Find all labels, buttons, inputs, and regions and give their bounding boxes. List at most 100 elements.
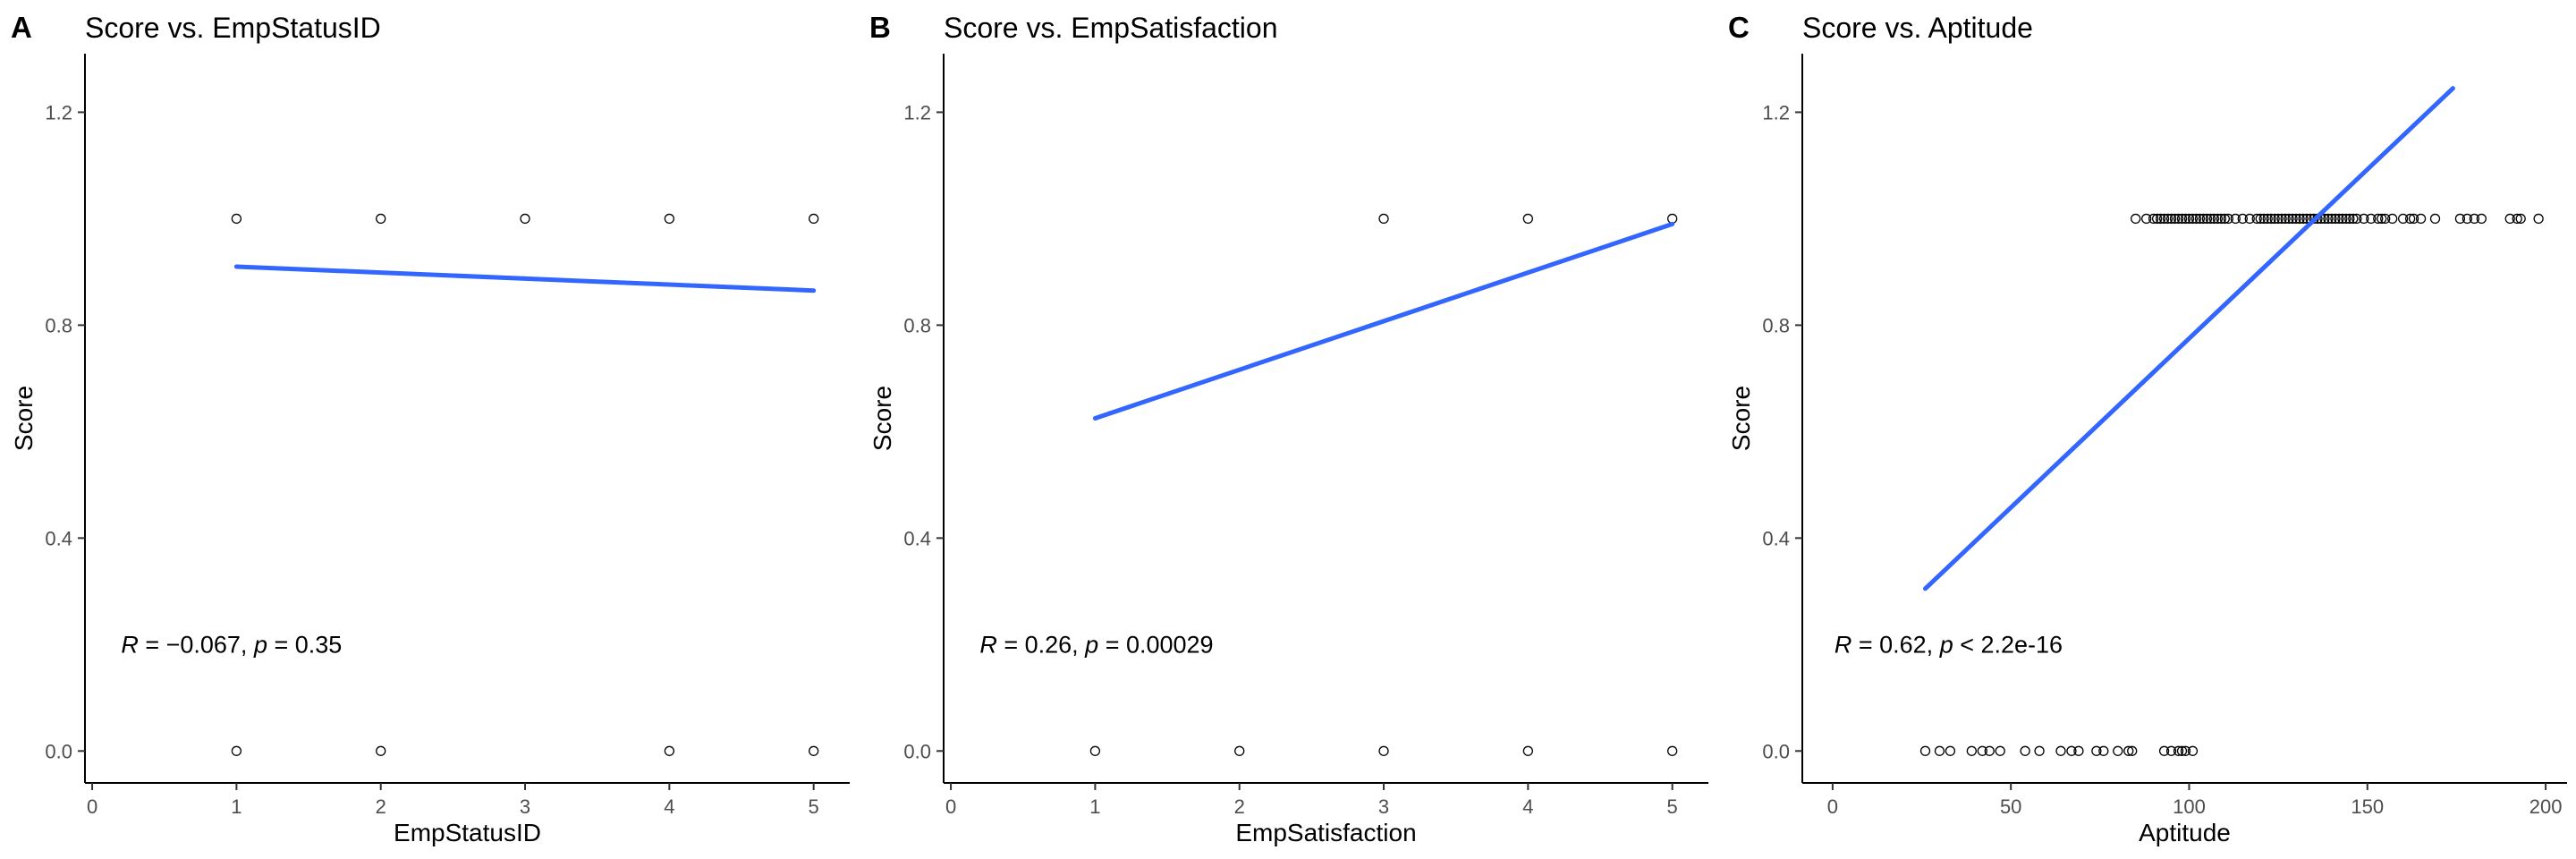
data-point [2230,213,2241,225]
x-tick-label: 50 [2000,795,2021,818]
data-point [2176,213,2188,225]
x-tick-label: 3 [1378,795,1389,818]
regression-line [1923,86,2455,591]
data-point [2429,213,2441,225]
panel-letter: A [11,11,32,44]
x-tick-label: 0 [1827,795,1838,818]
x-axis-label: EmpSatisfaction [1235,819,1416,846]
annot-p-value: = 0.35 [267,631,342,658]
data-point [2187,213,2199,225]
x-tick-label: 4 [1522,795,1533,818]
y-tick-label: 0.8 [903,314,931,336]
data-point [2165,745,2177,756]
data-point [1984,745,1995,756]
data-point [2255,213,2266,225]
data-point [2190,213,2202,225]
data-point [2162,213,2174,225]
data-point [2223,213,2233,225]
data-point [1966,745,1977,756]
correlation-annotation: R = 0.26, p = 0.00029 [979,631,1213,658]
regression-line [1092,221,1675,421]
data-point [2098,745,2109,756]
data-point [2404,213,2416,225]
data-point [1378,213,1389,225]
data-point [2212,213,2224,225]
data-point [2183,213,2195,225]
data-point [2533,213,2544,225]
data-point [2251,213,2262,225]
data-point [2348,213,2359,225]
data-point [2330,213,2341,225]
y-tick-label: 0.0 [903,740,931,762]
data-point [2073,745,2084,756]
data-point [2387,213,2398,225]
annot-p: p [1939,631,1953,658]
data-point [664,213,674,225]
y-tick-label: 1.2 [1762,101,1790,123]
annot-r: R [1835,631,1852,658]
data-point [2244,213,2255,225]
data-point [2512,213,2522,225]
x-tick-label: 4 [664,795,674,818]
data-point [2301,213,2312,225]
data-point [1234,745,1245,756]
panel-letter: B [869,11,891,44]
panel-title: Score vs. EmpSatisfaction [944,12,1277,44]
data-point [2334,213,2344,225]
data-point [2298,213,2309,225]
x-axis-label: EmpStatusID [394,819,541,846]
annot-p: p [253,631,267,658]
data-point [1522,213,1533,225]
data-point [2380,213,2391,225]
y-tick-label: 1.2 [903,101,931,123]
regression-line [233,264,817,293]
y-tick-label: 0.8 [1762,314,1790,336]
annot-r: R [121,631,139,658]
y-tick-label: 0.4 [45,527,72,549]
data-point [2158,213,2170,225]
data-point [2284,213,2294,225]
data-point [2148,213,2159,225]
data-point [2155,213,2166,225]
data-point [2169,213,2181,225]
annot-r-value: = 0.26, [997,631,1085,658]
data-point [1378,745,1389,756]
data-point [2173,213,2184,225]
data-point [2034,745,2045,756]
panel-title: Score vs. Aptitude [1802,12,2033,44]
data-point [2276,213,2287,225]
data-point [2266,213,2276,225]
correlation-annotation: R = 0.62, p < 2.2e-16 [1835,631,2063,658]
data-point [376,745,386,756]
data-point [2201,213,2213,225]
data-point [2158,745,2170,756]
data-point [2141,213,2152,225]
data-point [231,745,242,756]
data-point [2258,213,2269,225]
data-point [2341,213,2351,225]
data-point [2408,213,2419,225]
annot-r: R [979,631,997,658]
data-point [2180,745,2191,756]
data-point [2091,745,2102,756]
panel-b: B Score vs. EmpSatisfaction 0.0 0.4 0.8 1.2 0 1… [869,11,1708,846]
data-point [2123,745,2134,756]
y-axis-label: Score [1727,386,1755,451]
data-point [2291,213,2301,225]
data-point [2397,213,2409,225]
data-point [2180,213,2191,225]
data-point [1522,745,1533,756]
data-point [2176,745,2188,756]
x-tick-label: 1 [231,795,242,818]
y-tick-label: 0.4 [903,527,931,549]
data-point [664,745,674,756]
x-axis-label: Aptitude [2139,819,2231,846]
panel-c: C Score vs. Aptitude 0.0 0.4 0.8 1.2 0 50 100 150… [1727,11,2567,846]
data-point [2377,213,2387,225]
data-point [1934,745,1945,756]
data-point [2515,213,2526,225]
y-tick-label: 0.0 [1762,740,1790,762]
data-point [2262,213,2273,225]
annot-r-value: = −0.067, [139,631,254,658]
